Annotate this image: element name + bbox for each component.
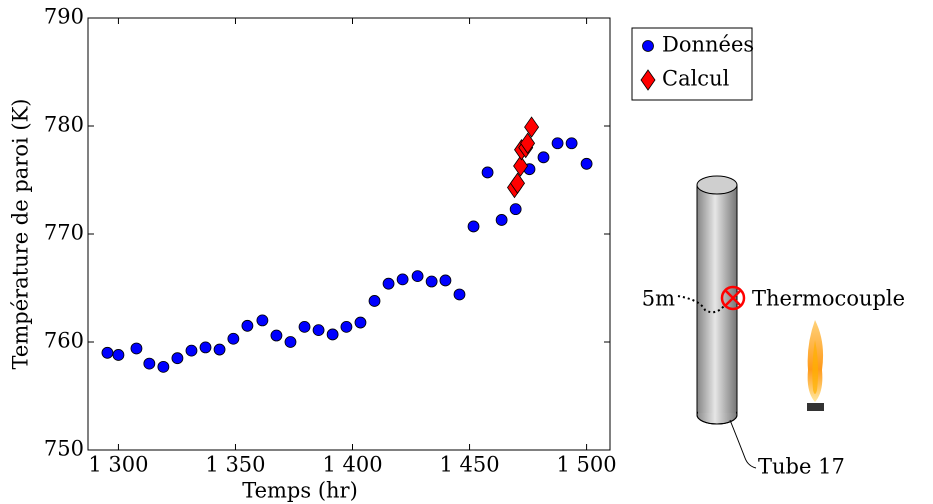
plot-frame [87,17,611,451]
data-point [481,166,494,179]
annotation: Tube 17 [758,455,845,479]
data-point [453,288,466,301]
data-point [157,360,170,373]
y-tick-label: 760 [44,329,84,353]
data-point [227,332,240,345]
y-axis-label: Température de paroi (K) [9,99,33,370]
data-point [185,344,198,357]
data-point [143,357,156,370]
legend-label: Données [662,33,754,57]
data-point [439,274,452,287]
y-tick-label: 780 [44,113,84,137]
y-tick-label: 750 [44,437,84,461]
legend-marker [640,69,656,91]
data-point [510,172,526,194]
data-point [551,137,564,150]
data-point [270,329,283,342]
x-tick-label: 1 300 [88,453,148,477]
x-tick-label: 1 350 [205,453,265,477]
data-point [495,214,508,226]
legend-box [631,27,753,101]
data-point [411,270,424,283]
data-point [340,320,353,333]
annotation: 5m [642,287,675,311]
data-point [580,157,593,170]
y-tick-label: 770 [44,221,84,245]
legend-label: Calcul [662,67,730,91]
data-point [213,343,226,356]
annotation: Thermocouple [752,287,905,311]
data-point [537,151,550,164]
data-point [112,349,125,361]
data-point [382,277,395,290]
data-point [520,132,536,154]
data-point [396,273,409,286]
data-point [524,116,540,138]
x-tick-label: 1 450 [439,453,499,477]
x-tick-label: 1 500 [557,453,617,477]
legend-marker [642,40,654,52]
data-point [171,352,184,365]
x-axis-label: Temps (hr) [242,479,358,503]
data-point [425,275,438,288]
tube-diagram [677,175,824,469]
data-point [565,137,578,150]
data-point [199,341,212,354]
data-point [509,203,522,216]
data-point [241,319,254,332]
x-tick-label: 1 400 [322,453,382,477]
y-tick-label: 790 [44,5,84,29]
data-point [130,342,143,355]
data-point [284,336,297,348]
data-point [101,346,114,359]
data-point [256,314,269,327]
data-point [513,155,529,177]
data-point [326,328,339,341]
data-point [368,295,381,307]
data-point [354,316,367,329]
data-point [467,220,480,233]
data-point [312,324,325,337]
data-point [298,320,311,333]
